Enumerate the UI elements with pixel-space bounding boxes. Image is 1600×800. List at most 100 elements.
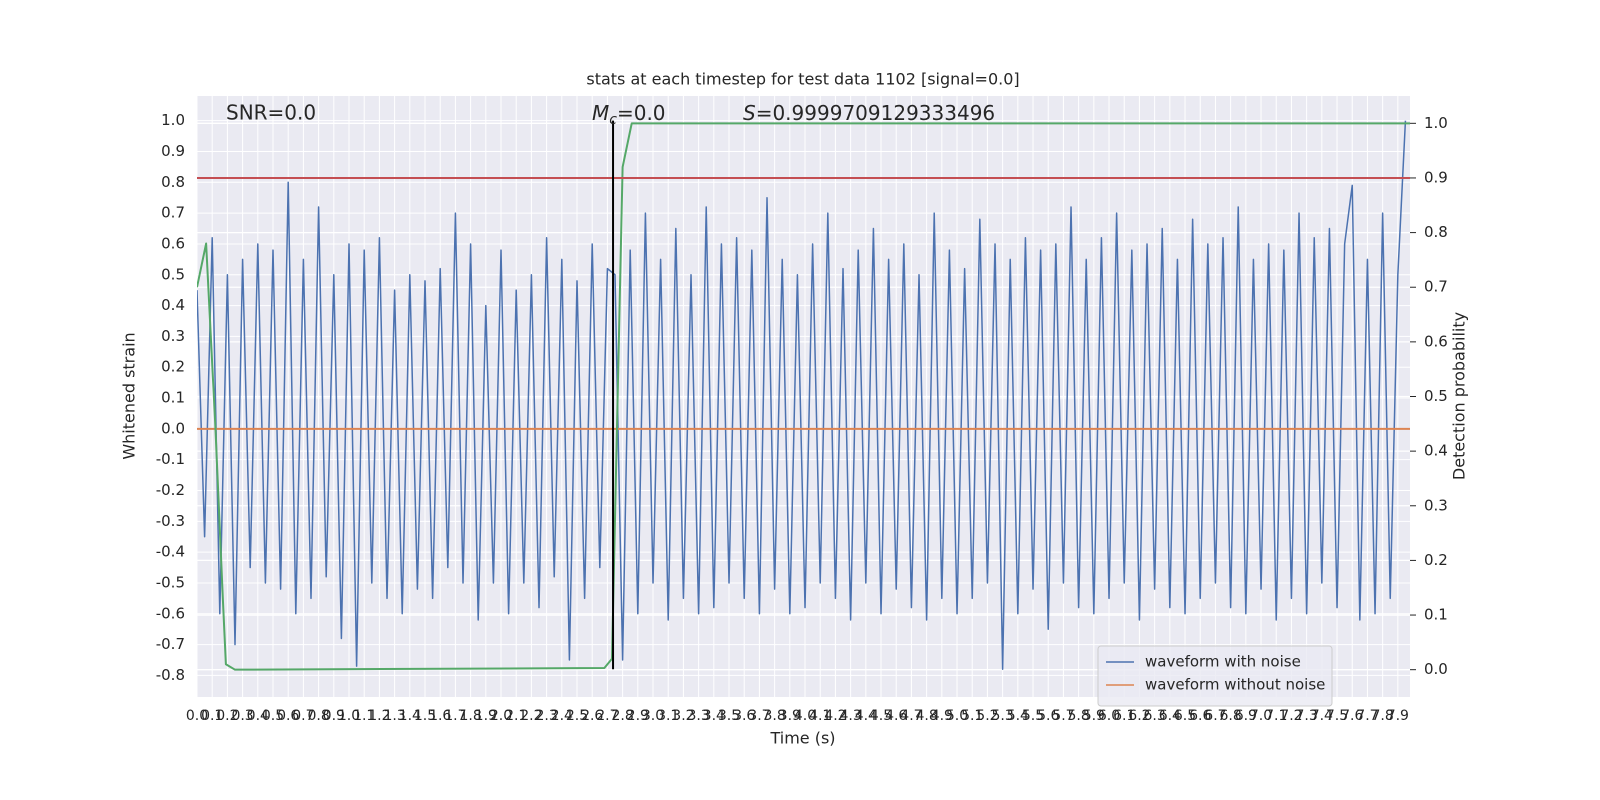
y-tick-label: -0.1 xyxy=(156,450,185,468)
x-tick-label: 5.9 xyxy=(1083,708,1105,724)
y2-tick-label: 0.2 xyxy=(1424,551,1448,569)
x-tick-label: 6.9 xyxy=(1235,708,1257,724)
y-tick-label: -0.2 xyxy=(156,481,185,499)
ticks: 0.00.10.20.30.40.50.60.70.80.91.01.11.21… xyxy=(156,111,1448,724)
x-tick-label: 7.4 xyxy=(1311,708,1333,724)
x-tick-label: 1.4 xyxy=(399,708,421,724)
x-tick-label: 1.6 xyxy=(429,708,451,724)
y-tick-label: -0.4 xyxy=(156,543,185,561)
x-tick-label: 0.8 xyxy=(307,708,329,724)
x-tick-label: 5.4 xyxy=(1007,708,1029,724)
x-tick-label: 4.2 xyxy=(824,708,846,724)
x-tick-label: 5.3 xyxy=(991,708,1013,724)
x-tick-label: 4.8 xyxy=(915,708,937,724)
x-tick-label: 2.1 xyxy=(505,708,527,724)
x-tick-label: 6.6 xyxy=(1189,708,1211,724)
y-tick-label: 1.0 xyxy=(161,111,185,129)
y-tick-label: 0.4 xyxy=(161,296,185,314)
x-tick-label: 2.9 xyxy=(627,708,649,724)
y-tick-label: -0.6 xyxy=(156,604,185,622)
x-tick-label: 2.3 xyxy=(535,708,557,724)
y2-tick-label: 0.4 xyxy=(1424,442,1448,460)
x-tick-label: 3.5 xyxy=(718,708,740,724)
y-tick-label: 0.3 xyxy=(161,327,185,345)
y-tick-label: 0.8 xyxy=(161,173,185,191)
x-tick-label: 2.2 xyxy=(520,708,542,724)
grid xyxy=(196,96,1410,697)
x-tick-label: 7.8 xyxy=(1372,708,1394,724)
y2-tick-label: 0.7 xyxy=(1424,278,1448,296)
x-tick-label: 7.6 xyxy=(1341,708,1363,724)
y-tick-label: 0.9 xyxy=(161,142,185,160)
x-tick-label: 1.0 xyxy=(338,708,360,724)
x-tick-label: 4.7 xyxy=(900,708,922,724)
series-group xyxy=(197,120,1410,671)
series-line xyxy=(197,122,1410,671)
x-tick-label: 2.7 xyxy=(596,708,618,724)
x-tick-label: 0.1 xyxy=(201,708,223,724)
y-tick-label: 0.2 xyxy=(161,358,185,376)
x-tick-label: 1.8 xyxy=(459,708,481,724)
x-tick-label: 5.1 xyxy=(961,708,983,724)
x-axis-label: Time (s) xyxy=(769,729,835,748)
x-tick-label: 7.1 xyxy=(1265,708,1287,724)
x-tick-label: 0.4 xyxy=(247,708,269,724)
y-axis-label: Whitened strain xyxy=(120,332,139,459)
x-tick-label: 1.1 xyxy=(353,708,375,724)
y2-tick-label: 0.3 xyxy=(1424,496,1448,514)
annotation-symbol: M xyxy=(592,101,609,125)
y-tick-label: -0.7 xyxy=(156,635,185,653)
x-tick-label: 3.0 xyxy=(642,708,664,724)
x-tick-label: 5.5 xyxy=(1022,708,1044,724)
y2-tick-label: 0.1 xyxy=(1424,606,1448,624)
x-tick-label: 7.0 xyxy=(1250,708,1272,724)
x-tick-label: 6.2 xyxy=(1128,708,1150,724)
x-tick-label: 2.5 xyxy=(566,708,588,724)
x-tick-label: 5.0 xyxy=(946,708,968,724)
y-tick-label: -0.8 xyxy=(156,666,185,684)
annotation-text: =0.9999709129333496 xyxy=(756,101,995,125)
x-tick-label: 0.5 xyxy=(262,708,284,724)
x-tick-label: 2.8 xyxy=(611,708,633,724)
x-tick-label: 2.0 xyxy=(490,708,512,724)
x-tick-label: 2.6 xyxy=(581,708,603,724)
y2-tick-label: 0.6 xyxy=(1424,332,1448,350)
y2-axis-label: Detection probability xyxy=(1450,312,1469,480)
x-tick-label: 6.4 xyxy=(1159,708,1181,724)
x-tick-label: 7.3 xyxy=(1296,708,1318,724)
x-tick-label: 5.6 xyxy=(1037,708,1059,724)
x-tick-label: 5.8 xyxy=(1067,708,1089,724)
x-tick-label: 3.6 xyxy=(733,708,755,724)
legend-label: waveform with noise xyxy=(1145,653,1301,671)
x-tick-label: 3.1 xyxy=(657,708,679,724)
x-tick-label: 5.2 xyxy=(976,708,998,724)
x-tick-label: 7.5 xyxy=(1326,708,1348,724)
x-tick-label: 1.5 xyxy=(414,708,436,724)
x-tick-label: 5.7 xyxy=(1052,708,1074,724)
annotation-text: =0.0 xyxy=(617,101,666,125)
y-tick-label: 0.6 xyxy=(161,234,185,252)
x-tick-label: 2.4 xyxy=(551,708,573,724)
y-tick-label: 0.1 xyxy=(161,389,185,407)
x-tick-label: 3.9 xyxy=(779,708,801,724)
y2-tick-label: 1.0 xyxy=(1424,114,1448,132)
legend-box xyxy=(1097,645,1333,707)
series-line xyxy=(197,120,1407,671)
annotation: SNR=0.0 xyxy=(226,101,316,125)
x-tick-label: 4.3 xyxy=(839,708,861,724)
x-tick-label: 4.1 xyxy=(809,708,831,724)
annotation: S=0.9999709129333496 xyxy=(743,101,995,125)
x-tick-label: 4.0 xyxy=(794,708,816,724)
x-tick-label: 0.9 xyxy=(323,708,345,724)
x-tick-label: 3.2 xyxy=(672,708,694,724)
annotation-subscript: c xyxy=(609,112,617,128)
x-tick-label: 6.1 xyxy=(1113,708,1135,724)
x-tick-label: 0.0 xyxy=(186,708,208,724)
y-tick-label: 0.7 xyxy=(161,204,185,222)
x-tick-label: 4.4 xyxy=(855,708,877,724)
x-tick-label: 0.6 xyxy=(277,708,299,724)
y2-tick-label: 0.9 xyxy=(1424,168,1448,186)
y2-tick-label: 0.5 xyxy=(1424,387,1448,405)
x-tick-label: 3.3 xyxy=(687,708,709,724)
